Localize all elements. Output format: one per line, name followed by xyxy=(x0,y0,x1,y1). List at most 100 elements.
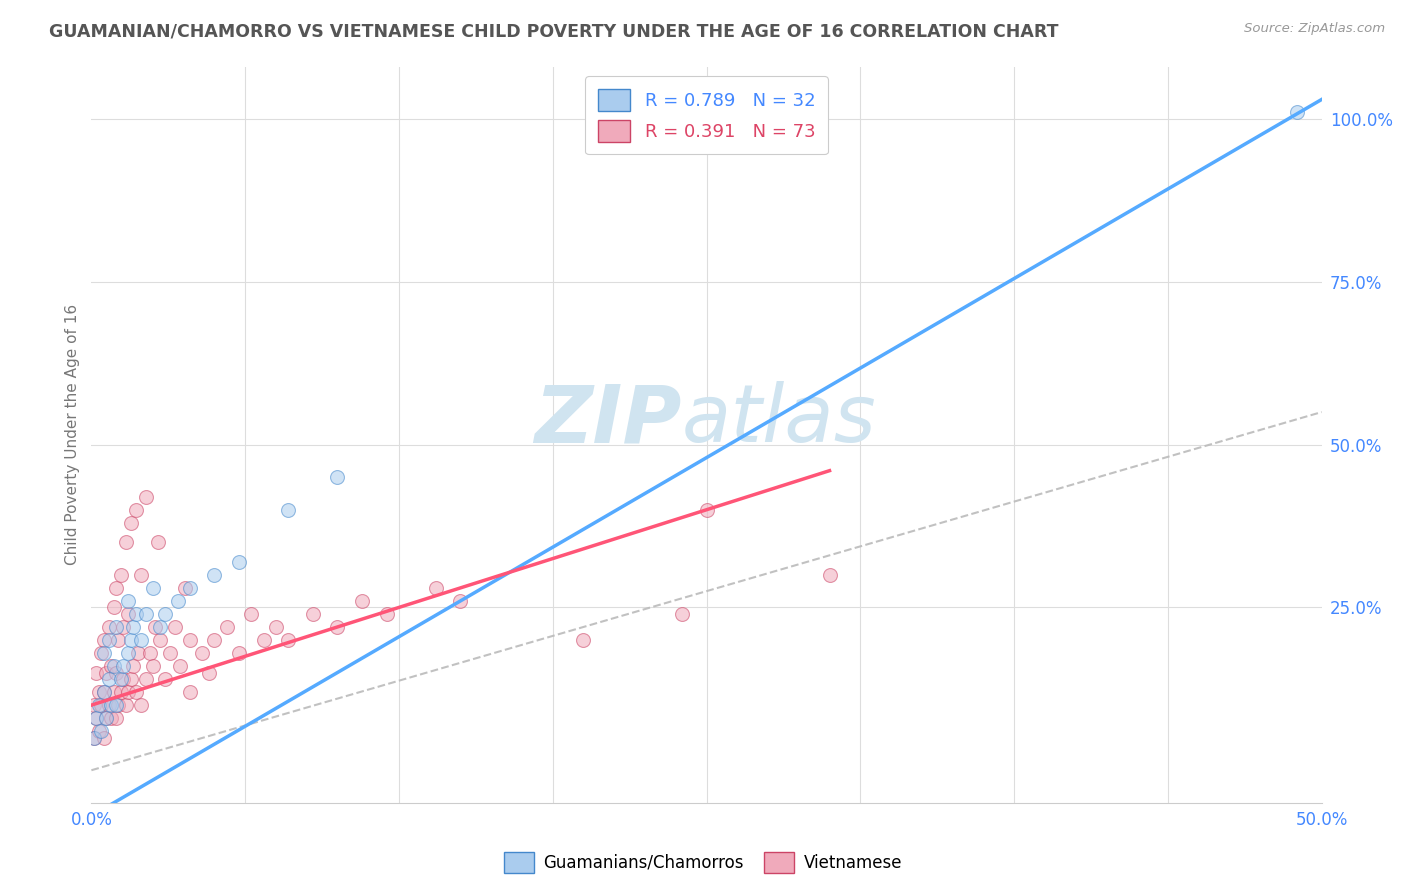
Point xyxy=(105,665,127,680)
Point xyxy=(159,646,181,660)
Point xyxy=(83,731,105,745)
Point xyxy=(110,567,132,582)
Point xyxy=(153,672,177,686)
Point xyxy=(100,711,122,725)
Point xyxy=(122,620,145,634)
Point xyxy=(129,567,152,582)
Point xyxy=(97,698,120,712)
Point xyxy=(135,490,156,504)
Point xyxy=(1285,105,1308,120)
Text: Source: ZipAtlas.com: Source: ZipAtlas.com xyxy=(1244,22,1385,36)
Point xyxy=(129,632,152,647)
Point xyxy=(277,632,299,647)
Text: GUAMANIAN/CHAMORRO VS VIETNAMESE CHILD POVERTY UNDER THE AGE OF 16 CORRELATION C: GUAMANIAN/CHAMORRO VS VIETNAMESE CHILD P… xyxy=(49,22,1059,40)
Point xyxy=(124,685,146,699)
Point xyxy=(96,711,117,725)
Point xyxy=(425,581,447,595)
Point xyxy=(326,470,349,484)
Point xyxy=(198,665,221,680)
Point xyxy=(86,711,108,725)
Point xyxy=(112,659,135,673)
Y-axis label: Child Poverty Under the Age of 16: Child Poverty Under the Age of 16 xyxy=(65,304,80,566)
Point xyxy=(110,672,132,686)
Point xyxy=(97,620,120,634)
Point xyxy=(135,672,156,686)
Point xyxy=(96,665,117,680)
Point xyxy=(146,535,169,549)
Legend: R = 0.789   N = 32, R = 0.391   N = 73: R = 0.789 N = 32, R = 0.391 N = 73 xyxy=(585,76,828,154)
Point xyxy=(124,607,146,621)
Point xyxy=(149,632,172,647)
Point xyxy=(93,632,115,647)
Point xyxy=(228,646,250,660)
Point xyxy=(215,620,238,634)
Point xyxy=(142,581,165,595)
Point xyxy=(90,646,112,660)
Text: ZIP: ZIP xyxy=(534,381,682,459)
Point xyxy=(202,567,225,582)
Point xyxy=(163,620,186,634)
Point xyxy=(326,620,349,634)
Point xyxy=(83,698,105,712)
Point xyxy=(277,502,299,516)
Point xyxy=(86,665,108,680)
Point xyxy=(117,685,139,699)
Point xyxy=(129,698,152,712)
Point xyxy=(90,698,112,712)
Point xyxy=(90,724,112,739)
Point xyxy=(117,607,139,621)
Point xyxy=(97,632,120,647)
Point xyxy=(142,659,165,673)
Point xyxy=(301,607,323,621)
Point xyxy=(120,516,142,530)
Point xyxy=(110,685,132,699)
Point xyxy=(112,672,135,686)
Point xyxy=(93,646,115,660)
Point xyxy=(352,594,374,608)
Point xyxy=(117,594,139,608)
Point xyxy=(86,711,108,725)
Point xyxy=(149,620,172,634)
Point xyxy=(100,659,122,673)
Point xyxy=(253,632,276,647)
Point xyxy=(105,620,127,634)
Point xyxy=(202,632,225,647)
Point xyxy=(449,594,471,608)
Point xyxy=(671,607,693,621)
Point xyxy=(107,632,129,647)
Point xyxy=(93,685,115,699)
Point xyxy=(120,672,142,686)
Point xyxy=(105,711,127,725)
Point xyxy=(818,567,841,582)
Point xyxy=(120,632,142,647)
Point xyxy=(191,646,214,660)
Point xyxy=(127,646,149,660)
Point xyxy=(112,620,135,634)
Point xyxy=(139,646,162,660)
Point xyxy=(105,698,127,712)
Point xyxy=(179,632,201,647)
Point xyxy=(107,698,129,712)
Point xyxy=(87,724,110,739)
Legend: Guamanians/Chamorros, Vietnamese: Guamanians/Chamorros, Vietnamese xyxy=(496,846,910,880)
Point xyxy=(105,581,127,595)
Point xyxy=(179,581,201,595)
Point xyxy=(114,535,138,549)
Point xyxy=(97,672,120,686)
Point xyxy=(93,685,115,699)
Point xyxy=(135,607,156,621)
Point xyxy=(87,698,110,712)
Point xyxy=(375,607,398,621)
Point xyxy=(153,607,177,621)
Point xyxy=(103,600,125,615)
Point xyxy=(96,711,117,725)
Point xyxy=(114,698,138,712)
Point xyxy=(572,632,595,647)
Point xyxy=(695,502,717,516)
Point xyxy=(122,659,145,673)
Point xyxy=(93,731,115,745)
Text: atlas: atlas xyxy=(682,381,877,459)
Point xyxy=(228,555,250,569)
Point xyxy=(145,620,166,634)
Point xyxy=(87,685,110,699)
